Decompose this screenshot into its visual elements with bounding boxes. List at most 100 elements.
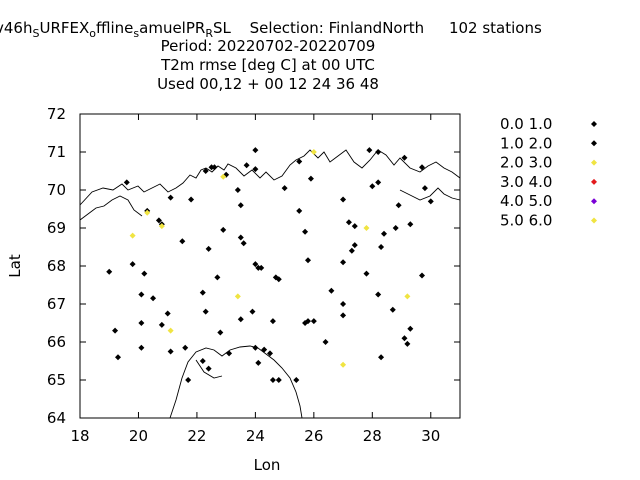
data-point: [237, 234, 244, 241]
data-point: [138, 291, 145, 298]
data-point: [407, 221, 414, 228]
data-point: [305, 318, 311, 325]
legend-label: 4.0 5.0: [500, 192, 552, 210]
data-point: [322, 339, 329, 345]
data-point: [129, 261, 136, 268]
data-point: [307, 175, 314, 182]
legend-label: 1.0 2.0: [500, 134, 552, 152]
data-point: [167, 348, 174, 355]
title-line-3: T2m rmse [deg C] at 00 UTC: [160, 56, 375, 74]
legend-marker: [591, 178, 597, 185]
data-point: [407, 325, 414, 332]
title-line-1: v46hSURFEXofflinesamuelPRRSL Selection: …: [0, 19, 542, 40]
border-sweden-finland: [79, 195, 143, 221]
y-tick-label: 72: [47, 105, 66, 123]
data-point: [261, 346, 268, 353]
data-point: [340, 361, 347, 368]
legend-marker: [591, 159, 597, 166]
legend-label: 3.0 4.0: [500, 173, 552, 191]
data-point: [249, 308, 256, 315]
y-tick-label: 70: [47, 181, 66, 199]
data-point: [205, 365, 212, 372]
data-point: [158, 321, 165, 328]
data-point: [234, 187, 241, 193]
data-point: [404, 340, 411, 347]
legend-label: 2.0 3.0: [500, 154, 552, 172]
legend-marker: [591, 198, 597, 205]
data-point: [378, 354, 385, 361]
y-tick-label: 69: [47, 219, 66, 237]
data-point: [185, 377, 192, 383]
data-point: [199, 358, 206, 364]
title-run-label: v46hSURFEXofflinesamuelPRRSL: [0, 19, 232, 40]
data-point: [252, 147, 259, 154]
legend-marker: [591, 217, 597, 224]
legend-label: 5.0 6.0: [500, 212, 552, 230]
data-point: [220, 226, 227, 233]
data-point: [296, 207, 303, 214]
data-point: [369, 183, 376, 190]
map-outline: [79, 149, 461, 419]
x-tick-label: 26: [304, 427, 323, 445]
coastline-arctic-east: [399, 187, 461, 201]
data-point: [179, 238, 186, 245]
data-point: [211, 164, 218, 171]
y-tick-label: 71: [47, 143, 66, 161]
data-point: [340, 301, 347, 307]
data-point: [363, 225, 370, 231]
data-point: [106, 268, 113, 275]
data-point: [214, 274, 221, 281]
x-axis-label: Lon: [254, 456, 281, 474]
data-point: [275, 377, 282, 383]
data-point: [340, 259, 347, 266]
plot-frame: [79, 113, 461, 419]
data-point: [401, 154, 408, 161]
data-point: [182, 344, 189, 351]
series-2-0-3-0: [129, 149, 411, 368]
data-point: [375, 179, 382, 186]
data-point: [164, 310, 171, 317]
x-tick-label: 30: [421, 427, 440, 445]
data-point: [363, 270, 370, 277]
data-point: [345, 219, 352, 226]
legend: 0.0 1.01.0 2.0 2.0 3.03.0 4.04.0 5.0 5.0 6…: [500, 115, 597, 230]
data-point: [427, 198, 434, 205]
title-subscript: S: [32, 27, 39, 40]
title-segment: v46h: [0, 19, 32, 37]
data-point: [302, 228, 309, 235]
data-point: [378, 244, 385, 250]
data-point: [138, 344, 145, 351]
data-point: [199, 289, 206, 296]
x-tick-label: 28: [363, 427, 382, 445]
data-point: [375, 149, 382, 155]
data-point: [167, 327, 174, 334]
data-point: [419, 272, 425, 279]
data-point: [389, 306, 396, 313]
data-point: [252, 344, 259, 351]
data-point: [237, 316, 244, 323]
data-point: [267, 350, 273, 357]
data-point: [401, 335, 408, 342]
data-point: [115, 354, 121, 361]
y-tick-label: 64: [47, 409, 66, 427]
data-point: [310, 318, 317, 325]
data-point: [328, 287, 335, 294]
data-point: [255, 359, 262, 366]
data-point: [366, 147, 373, 154]
legend-label: 0.0 1.0: [500, 115, 552, 133]
data-point: [202, 168, 209, 174]
title-line-4: Used 00,12 + 00 12 24 36 48: [157, 75, 379, 93]
data-point: [252, 166, 259, 173]
data-point: [305, 257, 311, 264]
data-point: [112, 327, 119, 334]
data-point: [404, 293, 411, 300]
legend-marker: [591, 140, 597, 147]
data-point: [243, 162, 250, 169]
data-point: [220, 173, 227, 180]
data-point: [392, 225, 399, 231]
series-1-0-2-0: [106, 147, 434, 383]
data-point: [240, 240, 247, 247]
data-point: [351, 242, 358, 249]
data-point: [129, 232, 136, 239]
